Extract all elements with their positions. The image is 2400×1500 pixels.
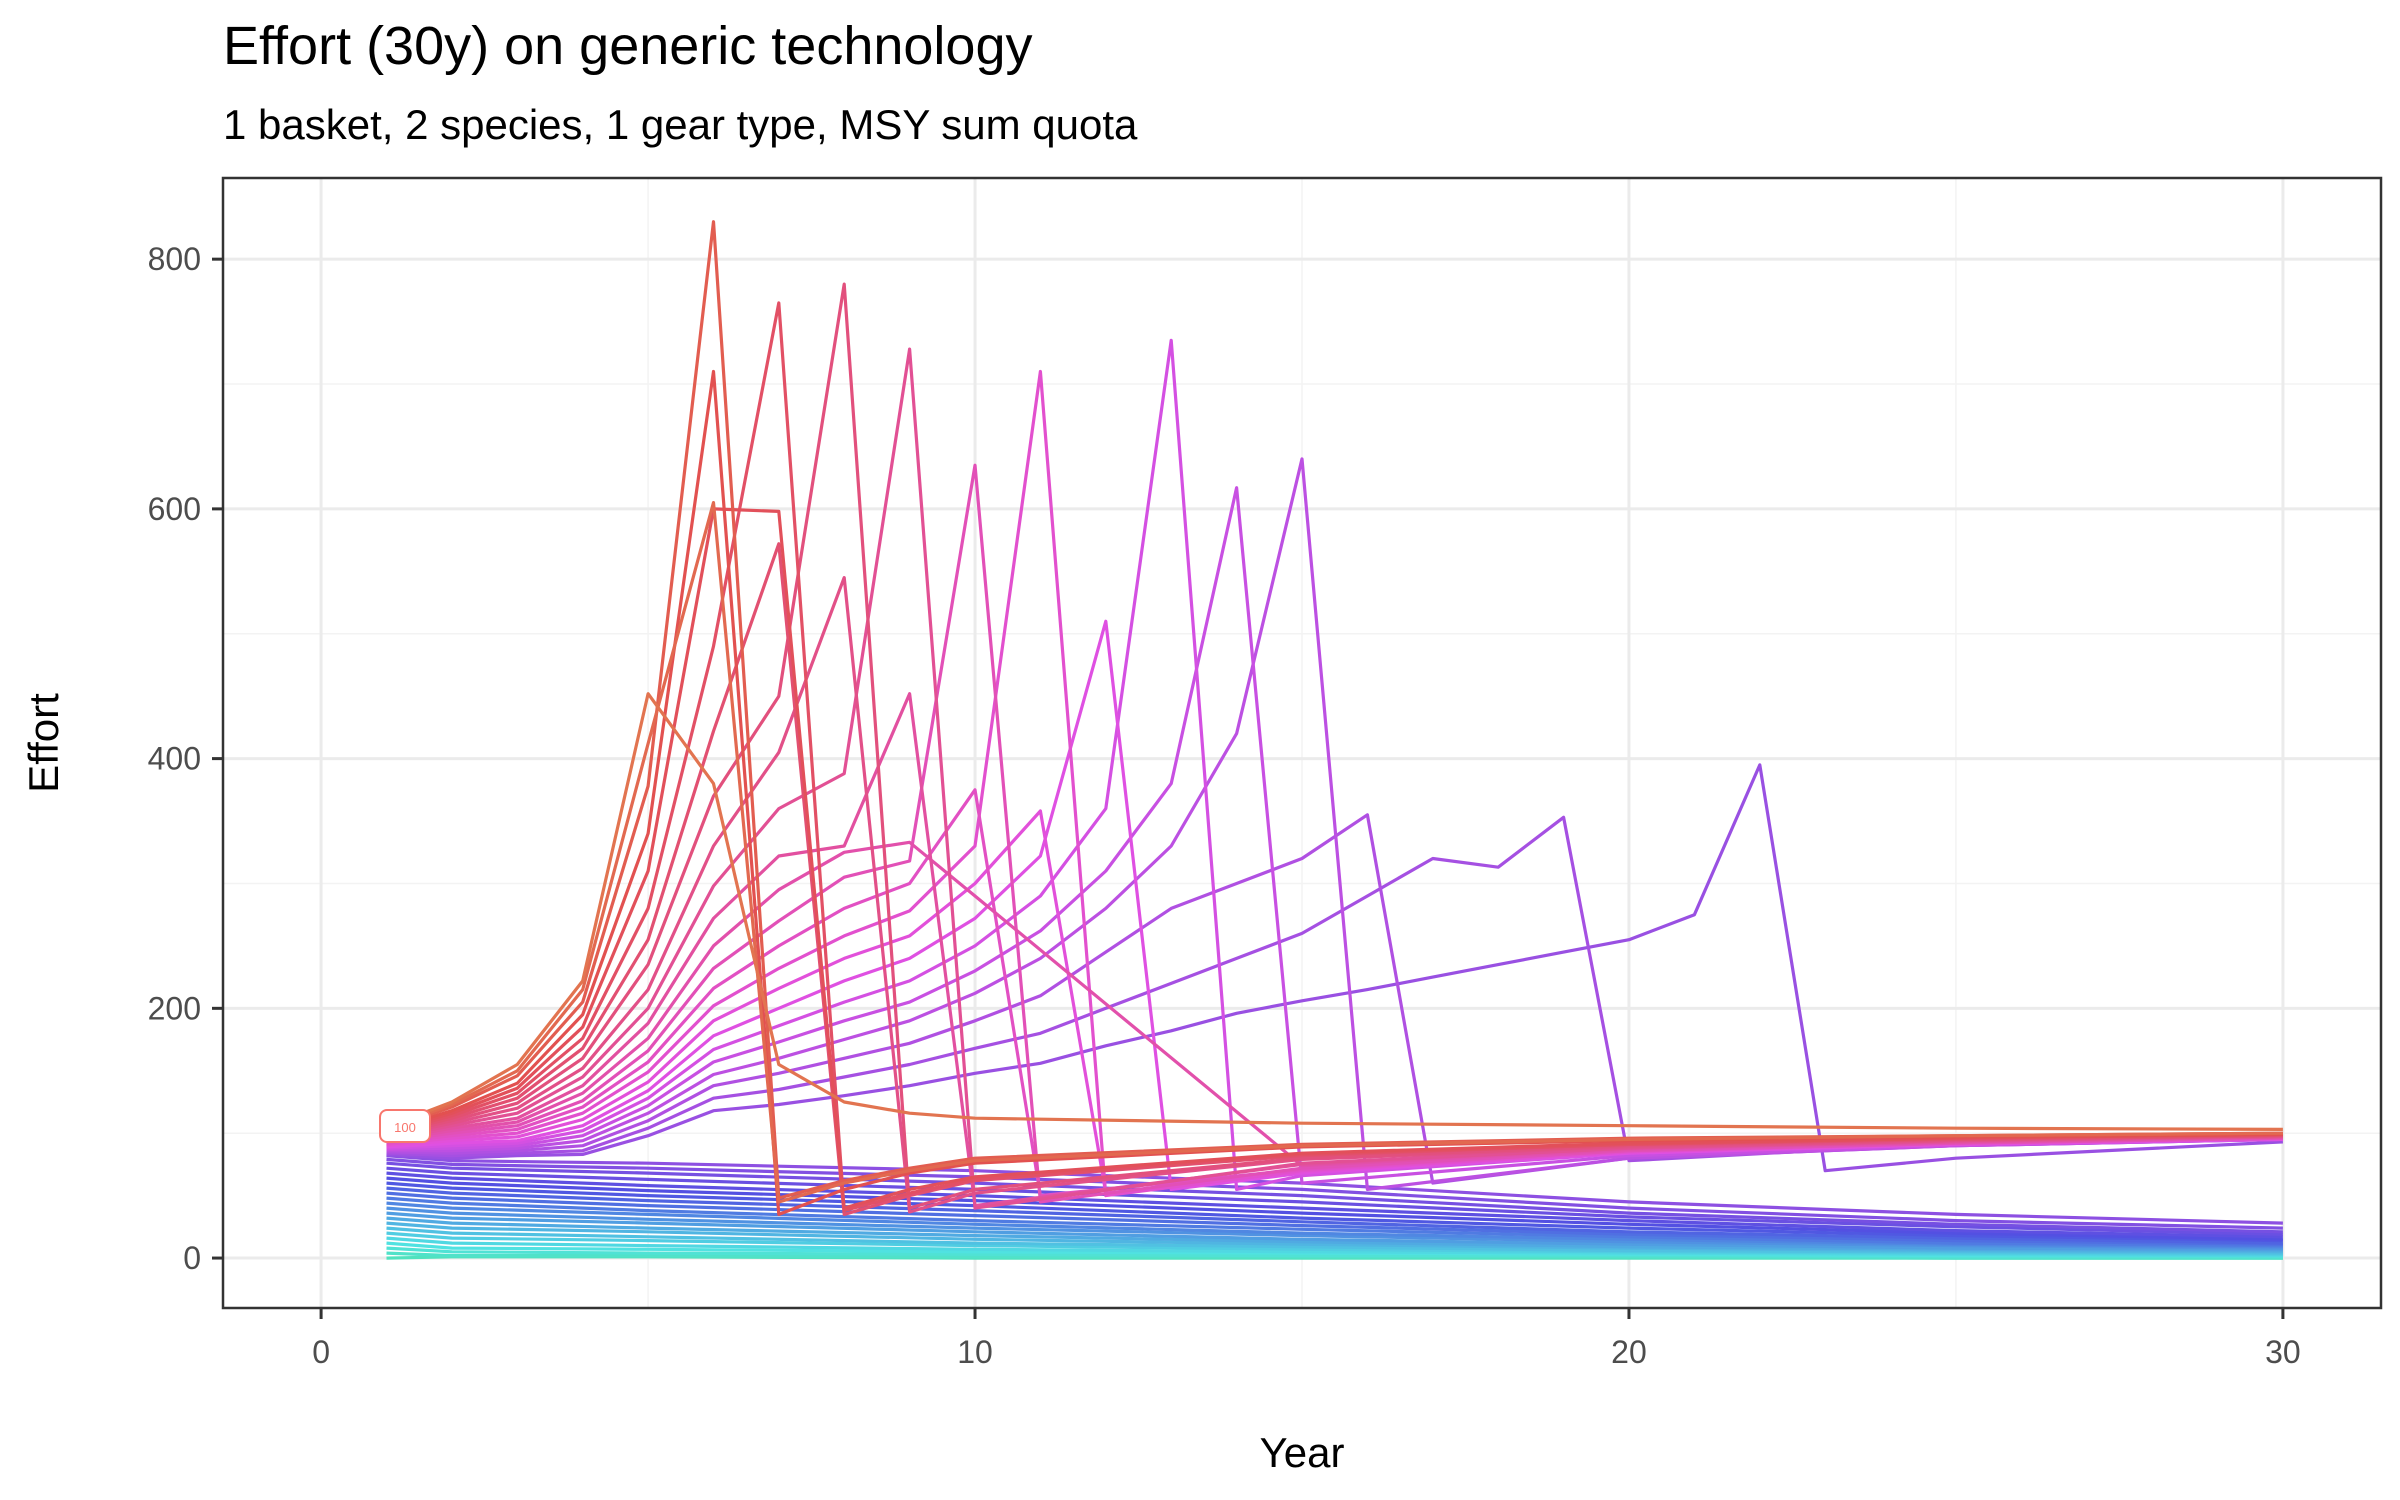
- effort-series-line: [386, 1211, 2283, 1251]
- effort-series-line: [386, 1181, 2283, 1243]
- effort-series-line: [386, 815, 2283, 1163]
- chart-subtitle: 1 basket, 2 species, 1 gear type, MSY su…: [223, 101, 1138, 148]
- axis-ticks: 0 10 20 30 0 200 400 600 800: [148, 241, 2301, 1370]
- effort-series-line: [386, 301, 2283, 1213]
- x-axis-title: Year: [1260, 1429, 1345, 1476]
- x-tick-label: 30: [2265, 1334, 2301, 1370]
- effort-series-line: [386, 1191, 2283, 1246]
- effort-series-line: [386, 369, 2283, 1216]
- effort-series-line: [386, 486, 2283, 1185]
- effort-series-line: [386, 347, 2283, 1210]
- y-tick-label: 800: [148, 241, 201, 277]
- effort-series-line: [386, 338, 2283, 1191]
- y-tick-label: 0: [183, 1240, 201, 1276]
- series-label-box: [379, 1109, 431, 1143]
- effort-series-line: [386, 1171, 2283, 1239]
- panel-border: [221, 176, 2383, 1310]
- effort-series-line: [386, 1196, 2283, 1248]
- y-tick-label: 200: [148, 990, 201, 1026]
- effort-series-line: [385, 220, 2283, 1200]
- effort-series-line: [385, 501, 2283, 1204]
- effort-series-line: [386, 1176, 2283, 1241]
- y-axis-title: Effort: [20, 693, 67, 793]
- y-tick-label: 400: [148, 741, 201, 777]
- x-tick-label: 20: [1611, 1334, 1647, 1370]
- series-layer: [385, 220, 2283, 1260]
- x-tick-label: 10: [957, 1334, 993, 1370]
- series-label-layer: 100: [379, 1109, 431, 1143]
- effort-series-line: [386, 813, 2283, 1185]
- effort-series-line: [386, 463, 2283, 1204]
- chart-title: Effort (30y) on generic technology: [223, 16, 1032, 76]
- effort-series-line: [386, 1157, 2283, 1230]
- effort-series-line: [386, 763, 2283, 1173]
- effort-series-line: [386, 542, 2283, 1216]
- effort-series-line: [386, 1166, 2283, 1236]
- series-label-text: 100: [394, 1120, 416, 1135]
- effort-series-line: [386, 1186, 2283, 1245]
- effort-series-line: [386, 507, 2283, 1210]
- effort-series-line: [386, 457, 2283, 1191]
- effort-series-line: [385, 692, 2283, 1131]
- y-tick-label: 600: [148, 491, 201, 527]
- x-tick-label: 0: [312, 1334, 330, 1370]
